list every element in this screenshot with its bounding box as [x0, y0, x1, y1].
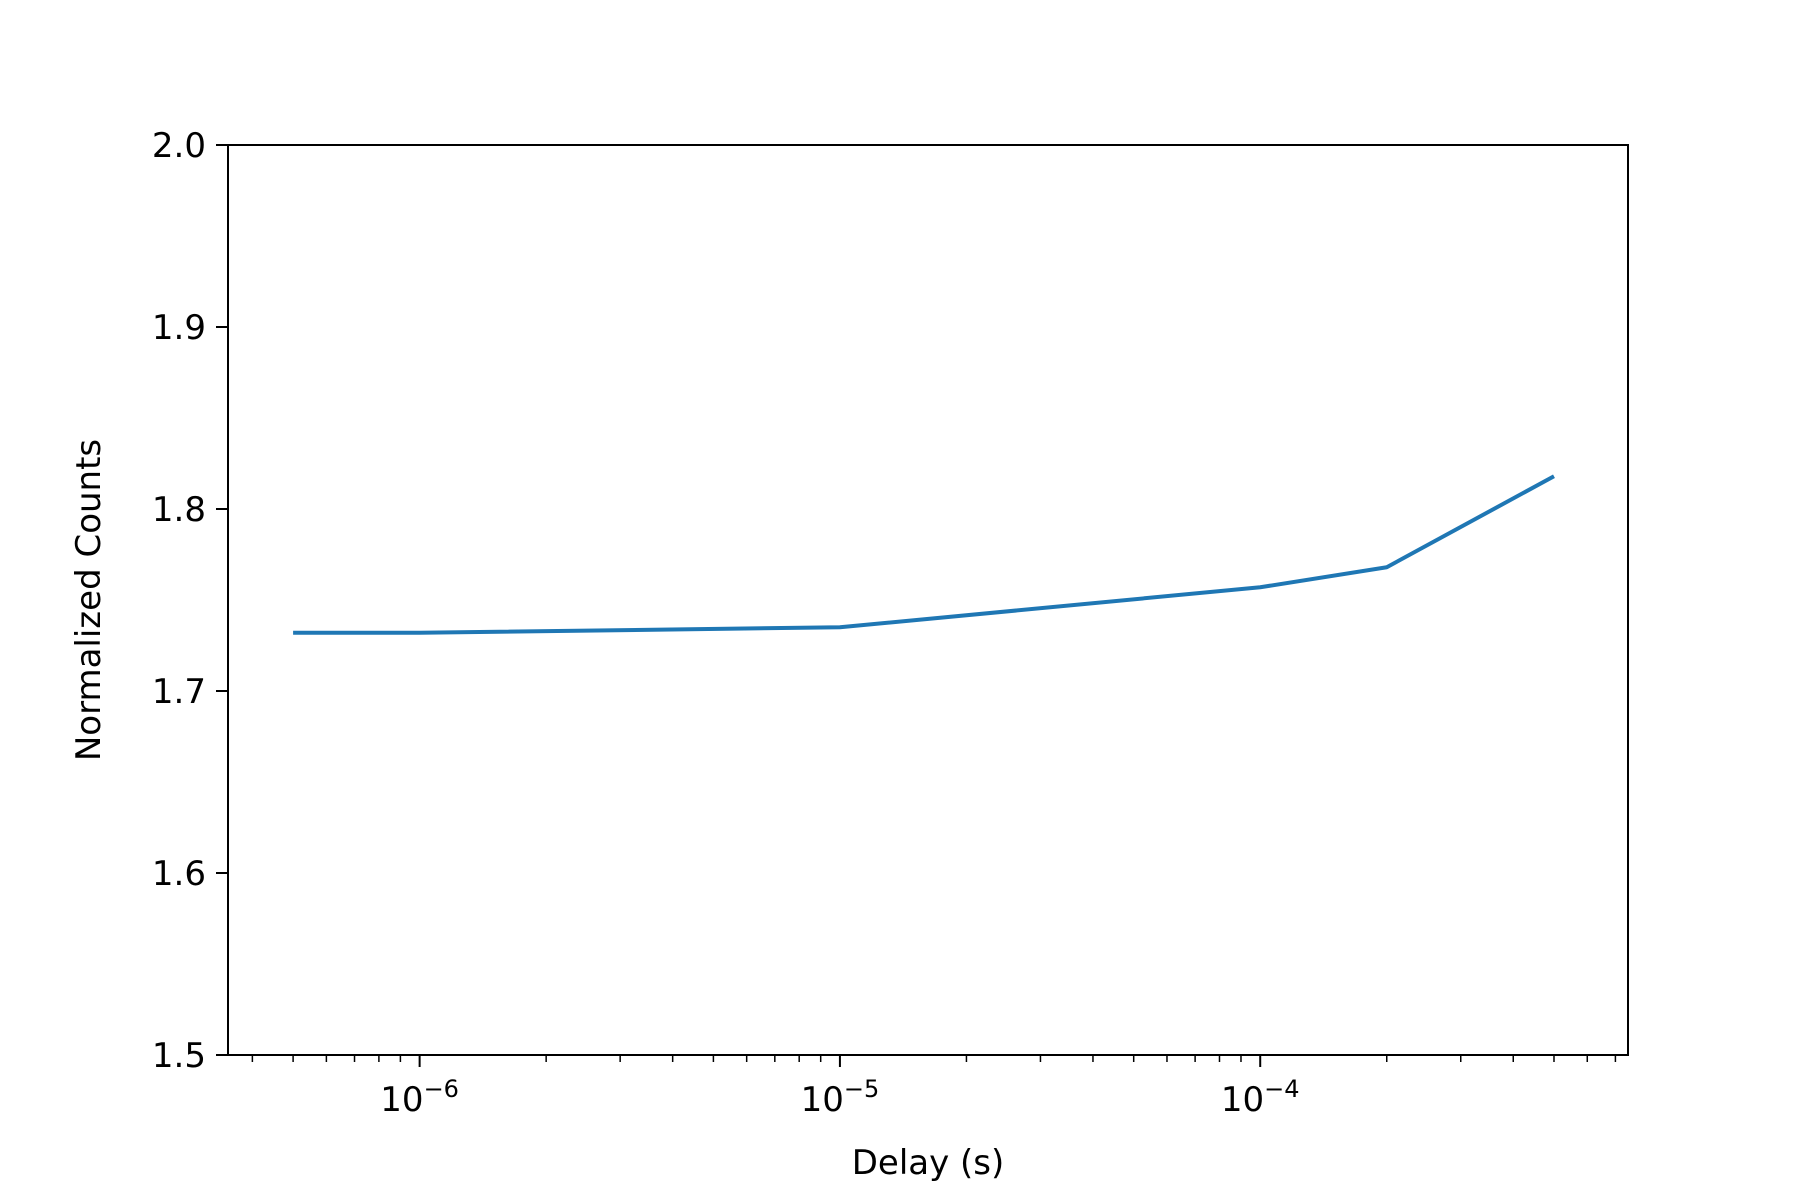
y-tick-label: 1.6	[152, 854, 206, 894]
y-tick-label: 1.8	[152, 490, 206, 530]
series-layer	[293, 474, 1555, 635]
x-minor-ticks	[251, 1055, 1617, 1062]
x-tick-label: 10−4	[1221, 1075, 1300, 1120]
y-tick-label: 1.7	[152, 672, 206, 712]
x-axis-ticks: 10−6 10−5 10−4	[380, 1055, 1300, 1120]
x-tick-label: 10−5	[801, 1075, 880, 1120]
series-line	[293, 474, 1555, 635]
x-tick-label: 10−6	[380, 1075, 459, 1120]
y-axis-label: Normalized Counts	[69, 439, 109, 761]
y-tick-label: 2.0	[152, 126, 206, 166]
y-axis-ticks: 1.5 1.6 1.7 1.8 1.9 2.0	[152, 126, 228, 1076]
y-tick-label: 1.9	[152, 308, 206, 348]
y-tick-label: 1.5	[152, 1036, 206, 1076]
x-axis-label: Delay (s)	[852, 1143, 1005, 1183]
plot-frame	[227, 144, 1629, 1056]
